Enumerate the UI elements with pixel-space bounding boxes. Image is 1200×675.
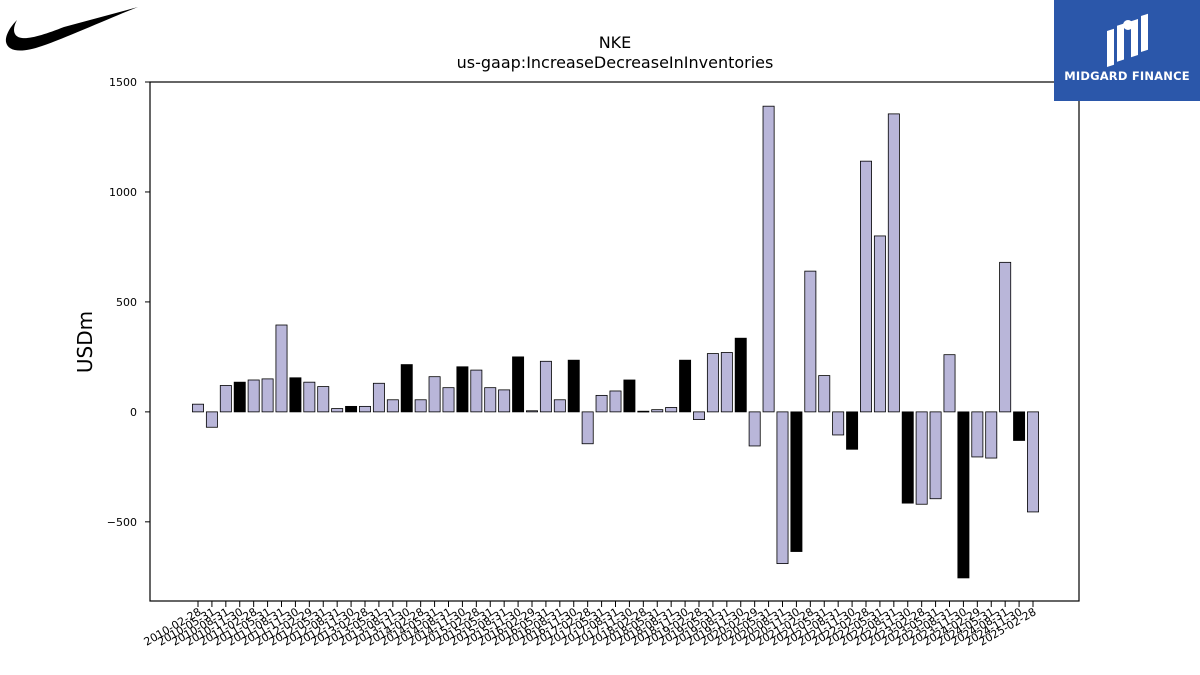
bar-2025-02-28 <box>1027 411 1039 513</box>
bar-2022-11-30 <box>901 411 914 504</box>
bar-2014-05-31 <box>428 376 441 413</box>
y-tick-label: 1500 <box>109 76 137 89</box>
bar-2021-05-31 <box>818 375 831 413</box>
bar-2014-02-28 <box>414 399 427 413</box>
bar-2019-11-30 <box>734 337 747 413</box>
bar-2011-02-28 <box>247 379 260 413</box>
bar-2024-11-30 <box>1013 411 1026 441</box>
y-tick-label: −500 <box>107 516 137 529</box>
bar-2023-05-31 <box>929 411 942 500</box>
bar-2014-08-31 <box>442 387 455 413</box>
bar-2019-05-31 <box>706 353 719 413</box>
bar-2018-05-31 <box>651 409 664 413</box>
bar-2014-11-30 <box>456 366 469 413</box>
bar-2016-08-31 <box>553 399 566 413</box>
bar-2016-05-31 <box>539 360 552 413</box>
bar-2022-02-28 <box>860 160 872 413</box>
bar-2017-08-31 <box>609 390 622 413</box>
bar-2019-02-28 <box>693 411 705 420</box>
bar-2010-08-31 <box>219 385 232 413</box>
company-logo <box>4 4 140 60</box>
bar-2013-08-31 <box>386 399 399 413</box>
bar-2012-08-31 <box>331 408 344 413</box>
bar-2010-02-28 <box>192 403 204 413</box>
bar-2011-11-30 <box>289 377 302 413</box>
publisher-name: MIDGARD FINANCE <box>1064 69 1190 83</box>
y-axis-label: USDm <box>73 311 97 373</box>
swoosh-icon <box>5 7 139 51</box>
y-axis-ticks: −500 0 500 1000 1500 <box>107 76 150 529</box>
y-tick-label: 500 <box>116 296 137 309</box>
bar-2015-11-30 <box>512 356 525 413</box>
bars-group <box>192 105 1039 579</box>
chart-title: NKE <box>599 33 632 52</box>
bar-2015-02-28 <box>470 369 483 413</box>
bar-2010-11-30 <box>233 381 246 413</box>
y-tick-label: 1000 <box>109 186 137 199</box>
bar-2024-05-31 <box>985 411 998 459</box>
bar-2011-05-31 <box>261 378 274 413</box>
bar-2023-11-30 <box>957 411 970 579</box>
plot-frame <box>149 81 1080 602</box>
bar-2018-08-31 <box>665 407 678 413</box>
bar-2011-08-31 <box>275 324 288 413</box>
bar-2018-02-28 <box>637 410 650 413</box>
bar-2021-08-31 <box>832 411 845 436</box>
y-tick-label: 0 <box>130 406 137 419</box>
bar-2024-08-31 <box>999 261 1012 413</box>
bar-2013-05-31 <box>372 382 385 413</box>
midgard-logo-icon <box>1107 13 1148 68</box>
bar-2017-11-30 <box>623 379 636 413</box>
bar-2016-02-29 <box>526 410 538 413</box>
publisher-logo: MIDGARD FINANCE <box>1054 0 1200 101</box>
bar-2016-11-30 <box>567 359 580 413</box>
bar-2023-08-31 <box>943 354 956 413</box>
bar-2018-11-30 <box>679 359 692 413</box>
bar-2017-05-31 <box>595 394 608 413</box>
bar-2021-11-30 <box>846 411 859 450</box>
bar-2020-11-30 <box>790 411 803 552</box>
bar-2022-08-31 <box>887 113 900 413</box>
bar-2015-08-31 <box>498 389 511 413</box>
bar-2012-11-30 <box>345 405 358 413</box>
bar-2021-02-28 <box>804 270 817 413</box>
bar-2020-05-31 <box>762 105 775 413</box>
bar-2013-02-28 <box>359 405 371 413</box>
bar-2022-05-31 <box>873 235 886 413</box>
x-axis-ticks: 2010-02-282010-05-312010-08-312010-11-30… <box>142 601 1039 649</box>
bar-2015-05-31 <box>484 387 497 413</box>
bar-2023-02-28 <box>915 411 928 505</box>
bar-2020-08-31 <box>776 411 789 565</box>
bar-2013-11-30 <box>400 364 413 413</box>
chart-subtitle: us-gaap:IncreaseDecreaseInInventories <box>457 53 774 72</box>
bar-2012-05-31 <box>317 386 330 413</box>
bar-2020-02-29 <box>748 411 761 447</box>
bar-2019-08-31 <box>720 352 733 413</box>
bar-2010-05-31 <box>205 411 218 428</box>
bar-2024-02-29 <box>971 411 984 458</box>
bar-2017-02-28 <box>581 411 594 445</box>
bar-2012-02-29 <box>303 381 316 413</box>
